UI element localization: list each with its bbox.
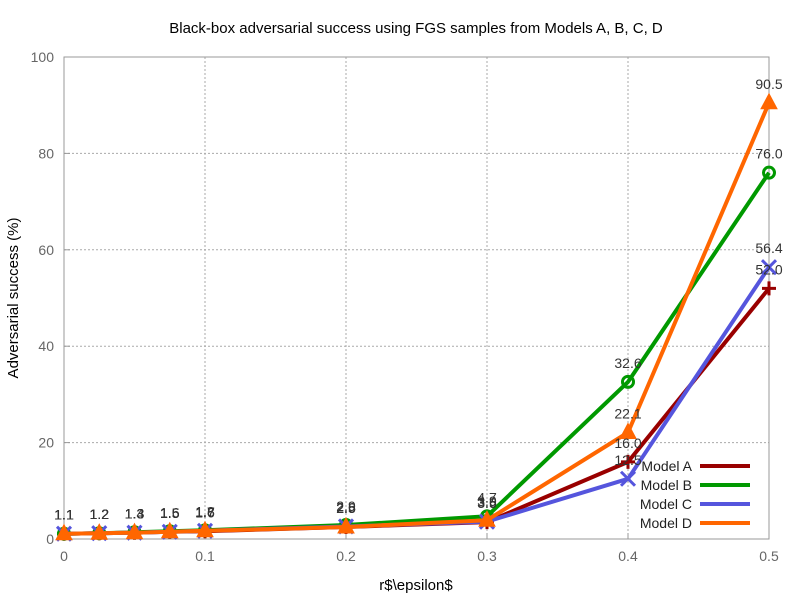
y-tick-label: 100 bbox=[31, 49, 55, 65]
data-label: 1.3 bbox=[125, 506, 145, 522]
y-axis-label: Adversarial success (%) bbox=[5, 218, 22, 379]
data-label: 1.3 bbox=[125, 506, 145, 522]
data-point-triangle bbox=[478, 510, 496, 527]
data-label: 76.0 bbox=[755, 146, 782, 162]
data-label: 1.5 bbox=[160, 505, 180, 521]
y-tick-label: 40 bbox=[38, 338, 54, 354]
y-tick-label: 60 bbox=[38, 242, 54, 258]
y-tick-label: 80 bbox=[38, 145, 54, 161]
legend-label: Model D bbox=[640, 515, 692, 531]
series-model-d bbox=[55, 92, 778, 541]
grid bbox=[64, 57, 769, 539]
data-label: 1.2 bbox=[90, 506, 110, 522]
x-tick-label: 0 bbox=[60, 548, 68, 564]
data-label: 32.6 bbox=[614, 355, 641, 371]
data-label: 2.5 bbox=[336, 500, 356, 516]
data-point-plus bbox=[621, 454, 635, 469]
data-label: 1.8 bbox=[195, 503, 215, 519]
data-label: 1.7 bbox=[195, 504, 215, 520]
data-label: 1.7 bbox=[195, 504, 215, 520]
data-labels: 1.1 1.2 1.3 1.5 1.6 2.5 3.516.052.01.1 1.2 1.4 1.… bbox=[54, 76, 783, 523]
data-label: 3.9 bbox=[477, 493, 497, 509]
data-label: 4.7 bbox=[477, 489, 497, 505]
legend: Model A Model B Model C Model D bbox=[640, 458, 750, 531]
x-tick-label: 0.5 bbox=[759, 548, 779, 564]
data-point-circle bbox=[621, 374, 635, 389]
x-tick-label: 0.4 bbox=[618, 548, 638, 564]
x-tick-label: 0.3 bbox=[477, 548, 497, 564]
data-point-x bbox=[619, 470, 637, 487]
chart-title: Black-box adversarial success using FGS … bbox=[169, 20, 663, 37]
legend-label: Model A bbox=[641, 458, 692, 474]
data-label: 90.5 bbox=[755, 76, 782, 92]
data-label: 2.6 bbox=[336, 499, 356, 515]
data-label: 1.1 bbox=[54, 507, 74, 523]
data-point-triangle bbox=[160, 521, 179, 539]
data-label: 1.1 bbox=[54, 507, 74, 523]
data-label: 22.1 bbox=[614, 405, 641, 421]
data-point-triangle bbox=[125, 522, 144, 540]
data-point-triangle bbox=[55, 523, 73, 541]
data-label: 52.0 bbox=[755, 261, 782, 277]
data-label: 3.5 bbox=[477, 495, 497, 511]
x-tick-label: 0.2 bbox=[336, 548, 356, 564]
data-label: 1.4 bbox=[125, 505, 145, 521]
x-tick-label: 0.1 bbox=[195, 548, 215, 564]
data-label: 1.2 bbox=[90, 506, 110, 522]
series bbox=[55, 92, 778, 542]
data-label: 12.5 bbox=[614, 452, 641, 468]
data-label: 2.9 bbox=[336, 498, 356, 514]
data-label: 1.2 bbox=[90, 506, 110, 522]
data-point-plus bbox=[762, 281, 776, 296]
data-point-triangle bbox=[337, 516, 355, 534]
series-line bbox=[63, 266, 771, 536]
data-point-triangle bbox=[760, 92, 778, 110]
data-point-triangle bbox=[619, 422, 637, 439]
data-label: 1.6 bbox=[160, 504, 180, 520]
data-label: 1.6 bbox=[195, 504, 215, 520]
x-axis-label: r$\epsilon$ bbox=[379, 577, 453, 594]
data-label: 3.6 bbox=[477, 495, 497, 511]
data-label: 16.0 bbox=[614, 435, 641, 451]
data-label: 1.3 bbox=[125, 506, 145, 522]
data-point-x bbox=[760, 259, 778, 276]
y-tick-label: 0 bbox=[46, 531, 54, 547]
data-point-triangle bbox=[196, 520, 214, 538]
data-label: 56.4 bbox=[755, 240, 782, 256]
data-label: 1.2 bbox=[90, 506, 110, 522]
data-label: 1.5 bbox=[160, 505, 180, 521]
legend-label: Model B bbox=[641, 477, 692, 493]
plot-border bbox=[63, 56, 770, 540]
data-label: 1.5 bbox=[160, 505, 180, 521]
data-label: 1.1 bbox=[54, 507, 74, 523]
data-label: 1.1 bbox=[54, 507, 74, 523]
y-tick-label: 20 bbox=[38, 435, 54, 451]
data-label: 2.5 bbox=[336, 500, 356, 516]
data-point-circle bbox=[762, 165, 776, 180]
data-point-triangle bbox=[90, 523, 109, 540]
legend-label: Model C bbox=[640, 496, 692, 512]
